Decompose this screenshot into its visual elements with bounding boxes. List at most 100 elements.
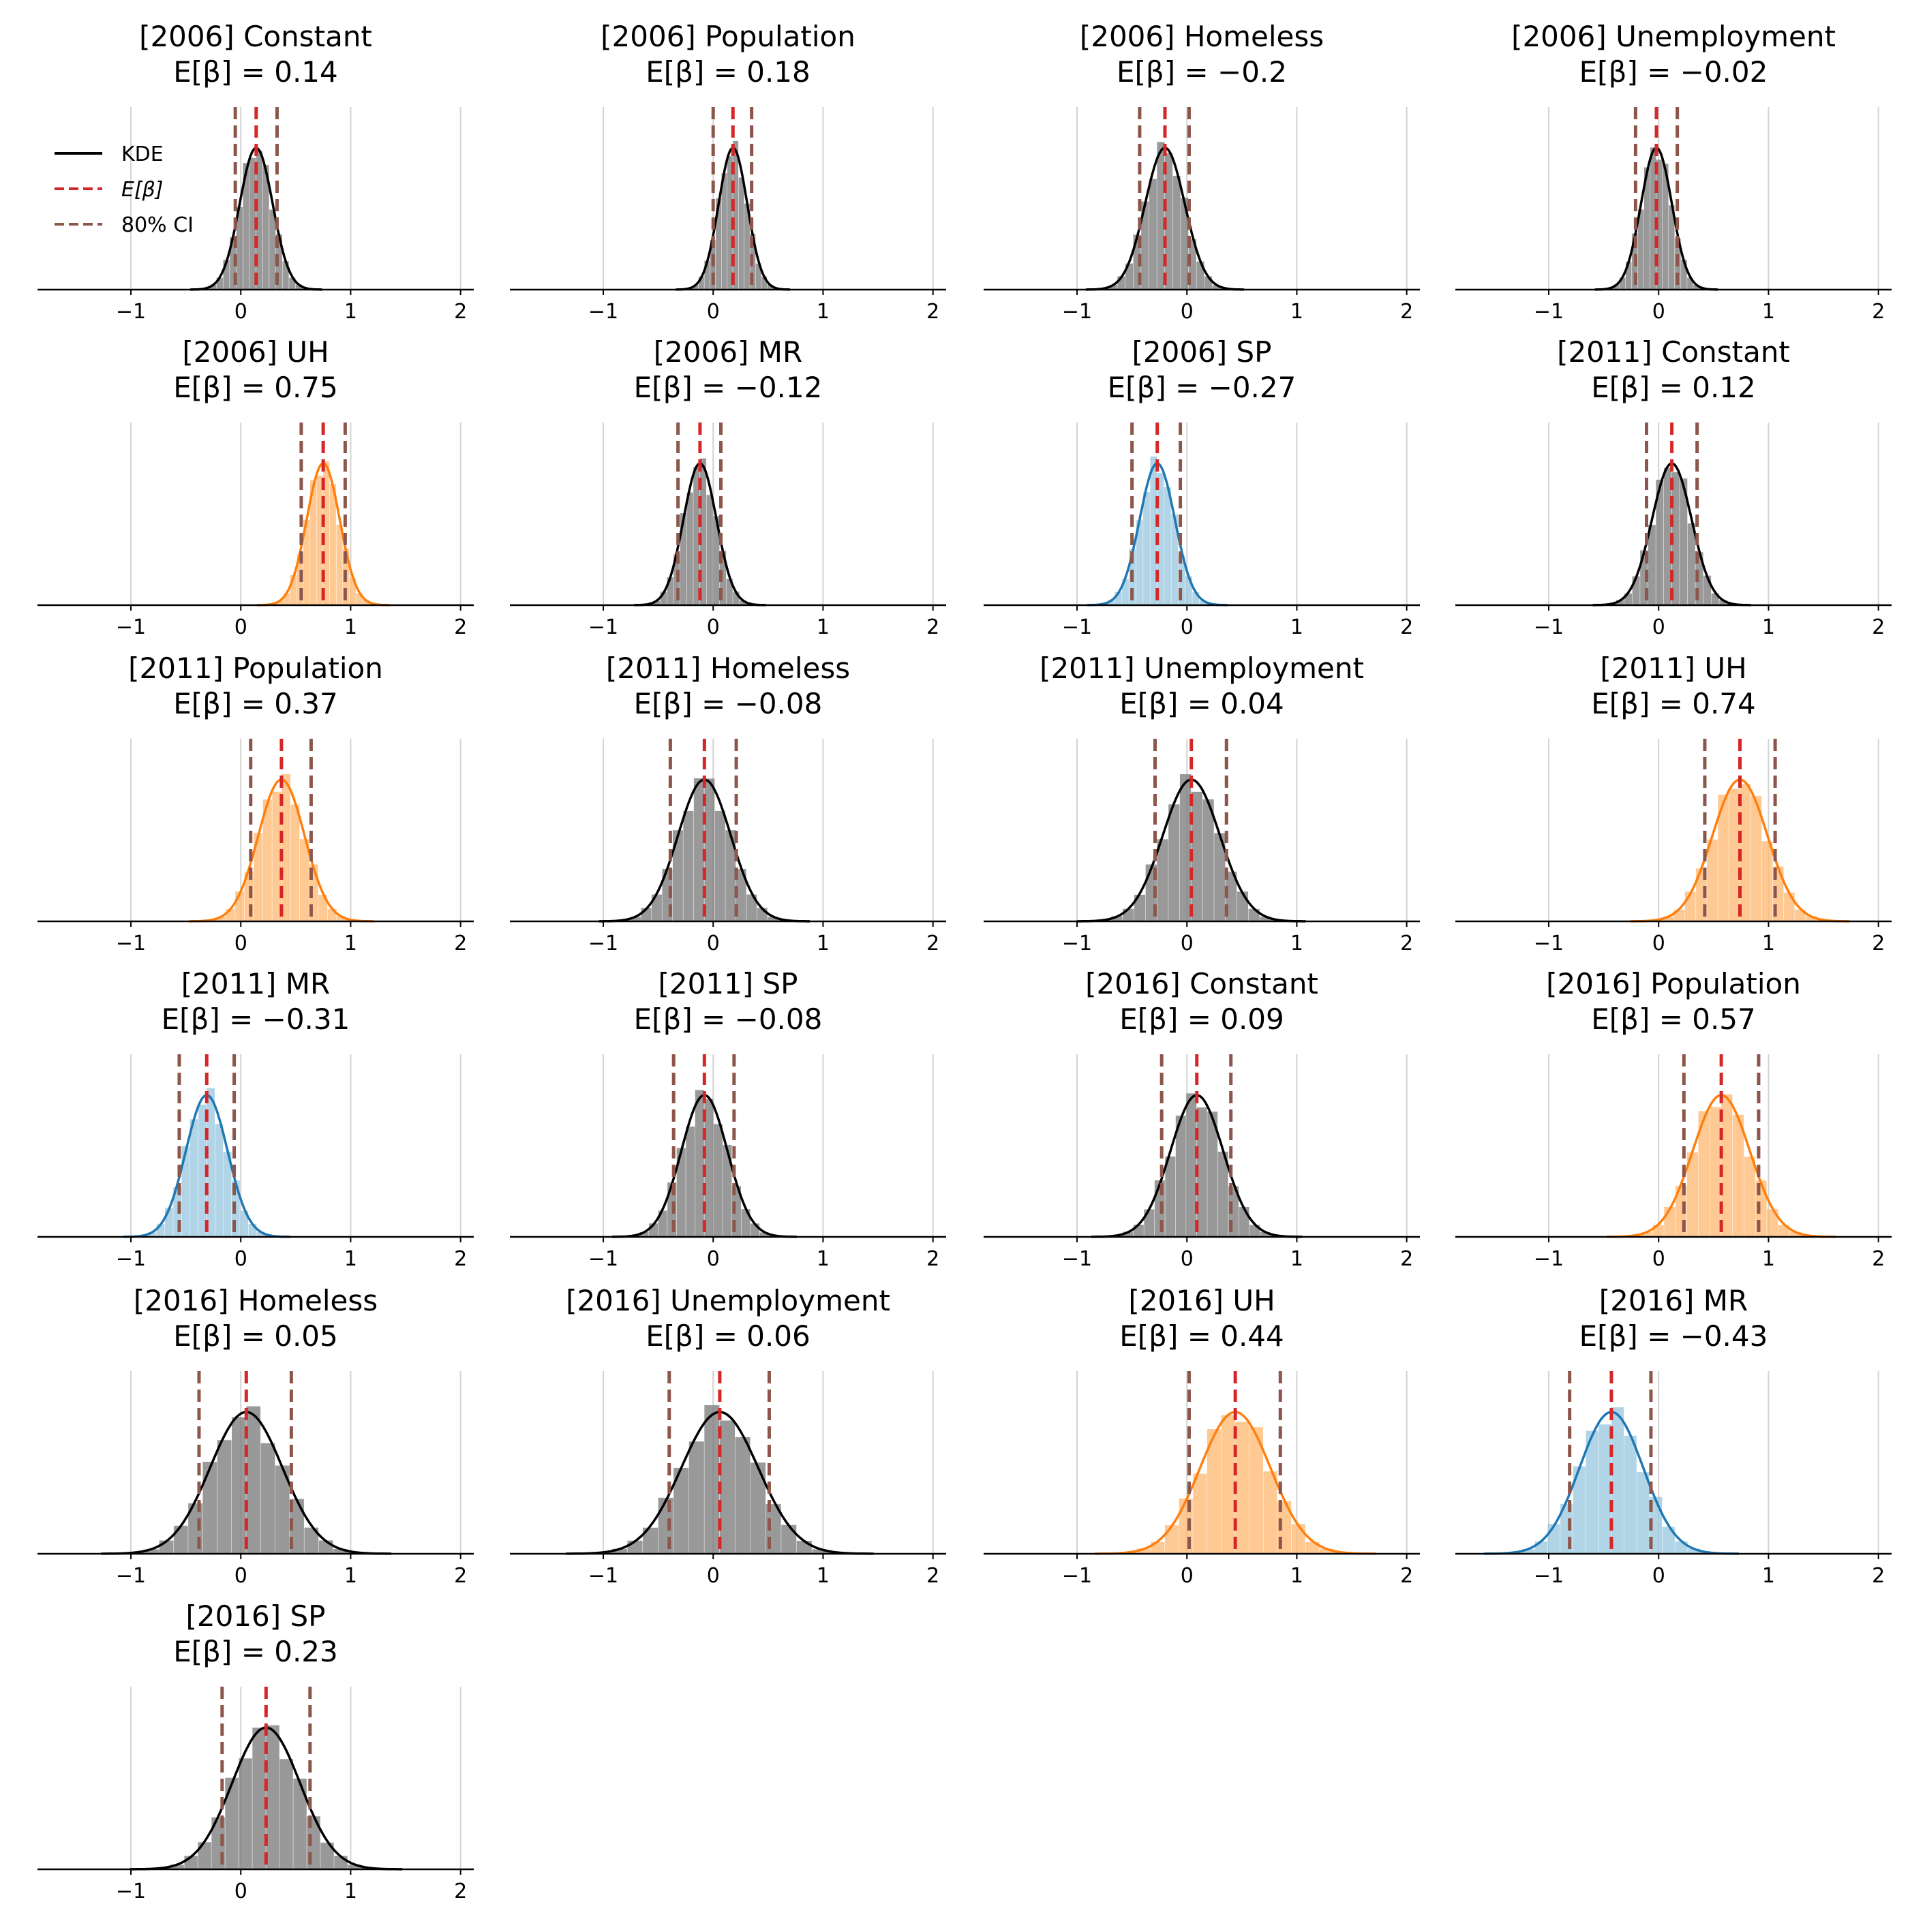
subplot-mean-label: E[β] = −0.08	[634, 1002, 823, 1036]
x-tick-label: 1	[344, 1247, 357, 1271]
histogram-bar	[1202, 799, 1214, 921]
subplot-mean-label: E[β] = 0.75	[173, 371, 338, 404]
subplot-mean-label: E[β] = 0.12	[1591, 371, 1756, 404]
histogram-bar	[1122, 579, 1129, 605]
histogram-bar	[1688, 1548, 1701, 1554]
histogram-bar	[1157, 839, 1168, 921]
histogram-bar	[254, 833, 263, 921]
histogram-bar	[673, 1467, 689, 1554]
histogram-bar	[631, 917, 641, 921]
histogram-bar	[1669, 205, 1675, 290]
subplot-mean-label: E[β] = −0.27	[1108, 371, 1297, 404]
histogram-bar	[303, 519, 310, 605]
histogram-bar	[1784, 892, 1795, 921]
histogram-bar	[348, 1865, 361, 1869]
x-tick-label: 2	[454, 1564, 467, 1588]
subplot-title: [2011] Population	[128, 651, 383, 685]
histogram-bar	[260, 1443, 275, 1554]
histogram-bar	[1235, 1422, 1249, 1554]
histogram-bar	[1663, 467, 1672, 605]
x-tick-label: 0	[707, 300, 720, 324]
histogram-bar	[1164, 153, 1173, 290]
histogram-bar	[1207, 1111, 1218, 1237]
histogram-bar	[1750, 796, 1762, 921]
histogram-bar	[744, 203, 750, 290]
histogram-bar	[1624, 593, 1633, 605]
subplot-title: [2006] UH	[182, 335, 329, 369]
histogram-bar	[761, 276, 768, 290]
subplot-title: [2011] MR	[181, 967, 330, 1000]
histogram-bar	[1710, 1107, 1721, 1237]
histogram-bar	[1684, 891, 1696, 921]
histogram-bar	[349, 577, 357, 605]
x-tick-label: 2	[1400, 1564, 1413, 1588]
x-tick-label: −1	[1062, 1564, 1092, 1588]
x-tick-label: 2	[454, 1247, 467, 1271]
histogram-bar	[279, 1759, 293, 1869]
histogram-bar	[1157, 142, 1165, 290]
subplot-title: [2011] Unemployment	[1040, 651, 1364, 685]
subplot: [2016] SPE[β] = 0.23 −1 0 1 2	[37, 1599, 474, 1903]
subplot-mean-label: E[β] = 0.18	[646, 55, 810, 89]
histogram-bar	[611, 1548, 627, 1554]
histogram-bar	[236, 206, 243, 290]
histogram-bar	[706, 495, 713, 605]
histogram-bar	[1619, 277, 1626, 290]
histogram-bar	[266, 1725, 279, 1869]
histogram-bar	[1115, 592, 1122, 605]
histogram-bar	[198, 1842, 211, 1869]
histogram-bar	[1237, 891, 1249, 921]
histogram-bar	[240, 1210, 249, 1237]
histogram-bar	[1693, 284, 1699, 290]
x-tick-label: 1	[817, 1564, 830, 1588]
histogram-bar	[1260, 917, 1271, 921]
histogram-bar	[755, 263, 761, 290]
x-tick-label: −1	[116, 300, 146, 324]
histogram-bar	[1134, 894, 1146, 921]
x-tick-label: 2	[1400, 1247, 1413, 1271]
subplot: [2011] SPE[β] = −0.08 −1 0 1 2	[510, 967, 946, 1271]
histogram-bar	[323, 461, 330, 605]
histogram-bar	[1663, 916, 1674, 921]
x-tick-label: 1	[1290, 1564, 1303, 1588]
x-tick-label: 1	[1290, 615, 1303, 639]
x-tick-label: 1	[344, 300, 357, 324]
histogram-bar	[1663, 164, 1669, 290]
histogram-bar	[723, 1145, 732, 1237]
histogram-bar	[1181, 198, 1189, 290]
histogram-bar	[173, 1525, 188, 1554]
x-tick-label: 1	[1290, 932, 1303, 955]
histogram-bar	[1625, 262, 1632, 290]
histogram-bar	[304, 1527, 319, 1554]
x-tick-label: −1	[116, 1564, 146, 1588]
subplot-mean-label: E[β] = 0.57	[1591, 1002, 1756, 1036]
subplot-title: [2006] Constant	[139, 20, 372, 53]
histogram-bar	[1141, 201, 1149, 290]
subplot-mean-label: E[β] = −0.08	[634, 687, 823, 720]
histogram-bar	[699, 458, 707, 605]
x-tick-label: 0	[1652, 615, 1665, 639]
subplot-mean-label: E[β] = 0.74	[1591, 687, 1756, 720]
histogram-bar	[704, 1099, 714, 1237]
x-tick-label: 2	[1872, 300, 1885, 324]
histogram-bar	[1729, 788, 1740, 921]
subplot: [2016] UHE[β] = 0.44 −1 0 1 2	[984, 1284, 1420, 1588]
subplot: [2006] MRE[β] = −0.12 −1 0 1 2	[510, 335, 946, 639]
histogram-bar	[781, 1524, 797, 1554]
x-tick-label: 1	[1762, 300, 1775, 324]
histogram-bar	[337, 916, 346, 921]
x-tick-label: 0	[1652, 300, 1665, 324]
histogram-bar	[1164, 1525, 1179, 1554]
histogram-bar	[1179, 774, 1192, 921]
x-tick-label: 1	[817, 615, 830, 639]
histogram-bar	[796, 1540, 812, 1554]
histogram-bar	[281, 773, 290, 921]
histogram-bar	[1680, 478, 1688, 605]
histogram-bar	[680, 513, 687, 605]
subplot-title: [2006] Unemployment	[1511, 20, 1836, 53]
histogram-bar	[704, 778, 715, 921]
histogram-bar	[1191, 791, 1202, 921]
